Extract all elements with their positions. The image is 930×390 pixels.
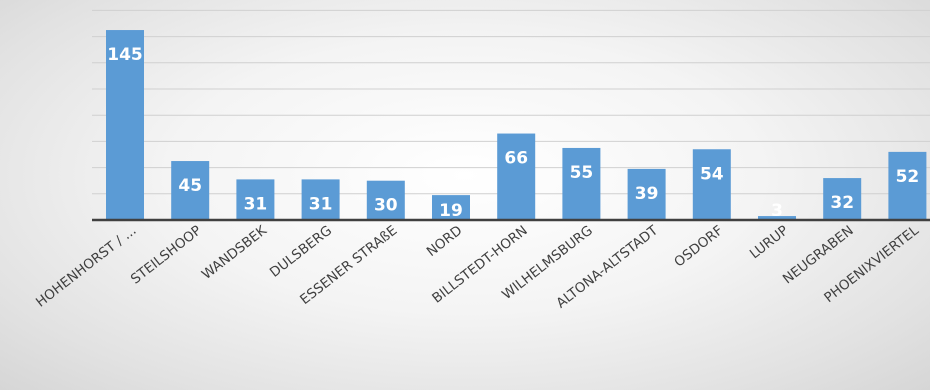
bar xyxy=(823,178,862,220)
data-label: 54 xyxy=(700,164,724,184)
x-tick-label: DULSBERG xyxy=(267,223,335,281)
data-label: 45 xyxy=(178,176,202,196)
data-label: 3 xyxy=(771,201,783,221)
bar xyxy=(366,180,405,220)
x-tick-label: OSDORF xyxy=(671,223,726,271)
bar xyxy=(236,179,275,220)
bar xyxy=(758,216,796,220)
x-tick-label: LURUP xyxy=(747,223,792,263)
bar xyxy=(432,195,470,220)
bar xyxy=(627,168,666,220)
bar xyxy=(497,133,536,220)
data-label: 32 xyxy=(830,193,854,213)
bar xyxy=(301,179,340,220)
data-label: 19 xyxy=(439,201,463,221)
data-labels: 145 45 31 31 30 19 66 55 39 54 3 32 52 xyxy=(107,45,919,221)
data-label: 52 xyxy=(896,167,920,187)
bar xyxy=(171,161,210,220)
data-label: 30 xyxy=(374,196,398,216)
data-label: 31 xyxy=(244,194,268,214)
bars xyxy=(106,30,927,220)
bar xyxy=(888,151,927,220)
x-tick-label: NORD xyxy=(424,223,466,261)
data-label: 31 xyxy=(309,194,333,214)
x-tick-label: HOHENHORST / ... xyxy=(33,223,139,311)
x-tick-label: WANDSBEK xyxy=(199,222,271,283)
data-label: 66 xyxy=(504,149,528,169)
data-label: 39 xyxy=(635,184,659,204)
data-label: 55 xyxy=(570,163,594,183)
bar xyxy=(106,30,144,220)
x-tick-labels: HOHENHORST / ...STEILSHOOPWANDSBEKDULSBE… xyxy=(33,222,922,312)
data-label: 145 xyxy=(107,45,143,65)
x-tick-label: STEILSHOOP xyxy=(128,223,205,288)
bar xyxy=(692,149,731,220)
bar xyxy=(562,147,601,220)
